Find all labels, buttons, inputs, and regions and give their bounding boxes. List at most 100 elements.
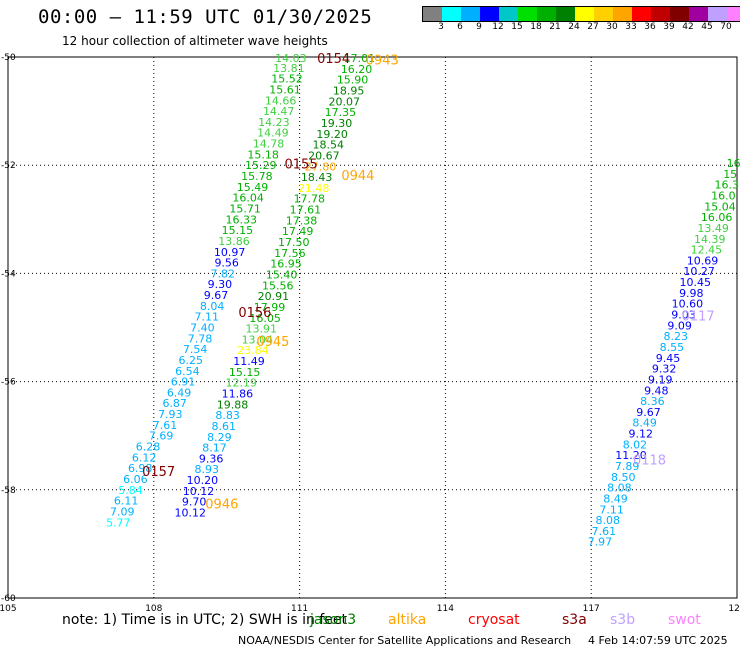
colorbar-tick-label: 18 bbox=[530, 22, 542, 32]
swh-value-label: 8.08 bbox=[607, 482, 632, 495]
swh-value-label: 21.48 bbox=[298, 182, 330, 195]
colorbar-swatch bbox=[518, 7, 537, 21]
x-tick-label: 108 bbox=[145, 604, 162, 614]
x-tick-label: 114 bbox=[437, 604, 454, 614]
pass-time-label: 0157 bbox=[142, 465, 175, 480]
swh-value-label: 17.35 bbox=[325, 106, 357, 119]
swh-value-label: 11.20 bbox=[615, 449, 647, 462]
swh-value-label: 15.52 bbox=[271, 73, 303, 86]
swh-value-label: 9.19 bbox=[648, 373, 673, 386]
swh-value-label: 16.3 bbox=[715, 179, 740, 192]
swh-value-label: 16.95 bbox=[270, 258, 302, 271]
legend-item-swot: swot bbox=[668, 612, 701, 628]
swh-value-label: 10.69 bbox=[687, 254, 719, 267]
colorbar-swatch bbox=[423, 7, 442, 21]
swh-value-label: 9.36 bbox=[199, 452, 224, 465]
swh-value-label: 7.11 bbox=[599, 503, 624, 516]
swh-value-label: 19.88 bbox=[217, 398, 249, 411]
colorbar-swatch bbox=[480, 7, 499, 21]
colorbar-tick-label: 36 bbox=[644, 22, 656, 32]
swh-value-label: 8.17 bbox=[202, 442, 227, 455]
swh-value-label: 17.38 bbox=[286, 214, 318, 227]
swh-value-label: 8.55 bbox=[660, 341, 685, 354]
swh-value-label: 7.09 bbox=[110, 505, 135, 518]
swh-value-label: 7.97 bbox=[588, 536, 613, 549]
swh-value-label: 17.99 bbox=[254, 301, 286, 314]
swh-value-label: 7.61 bbox=[153, 419, 178, 432]
swh-value-label: 12.45 bbox=[691, 244, 723, 257]
swh-value-label: 6.54 bbox=[175, 365, 200, 378]
legend-item-s3b: s3b bbox=[610, 612, 636, 628]
swh-value-label: 15.40 bbox=[266, 268, 298, 281]
swh-value-label: 13.49 bbox=[697, 222, 729, 235]
swh-value-label: 8.93 bbox=[195, 463, 220, 476]
swh-value-label: 17.78 bbox=[294, 193, 326, 206]
swh-value-label: 20.07 bbox=[329, 95, 361, 108]
swh-value-label: 10.60 bbox=[672, 298, 704, 311]
swh-value-label: 16.04 bbox=[232, 192, 264, 205]
swh-value-label: 11.86 bbox=[222, 388, 254, 401]
swh-value-label: 8.08 bbox=[595, 514, 620, 527]
swh-value-label: 16.06 bbox=[701, 211, 733, 224]
pass-time-label: 0155 bbox=[285, 158, 318, 173]
legend-item-cryosat: cryosat bbox=[468, 612, 520, 628]
swh-value-label: 8.61 bbox=[212, 420, 237, 433]
swh-value-label: 7.61 bbox=[592, 525, 617, 538]
swh-value-label: 9.70 bbox=[182, 496, 207, 509]
swh-value-label: 9.32 bbox=[652, 363, 677, 376]
swh-value-label: 8.49 bbox=[632, 417, 657, 430]
swh-value-label: 6.12 bbox=[132, 451, 157, 464]
swh-value-label: 6.11 bbox=[114, 495, 139, 508]
y-tick-label: -54 bbox=[1, 269, 16, 279]
swh-value-label: 5.84 bbox=[118, 484, 143, 497]
swh-value-label: 7.78 bbox=[188, 332, 213, 345]
swh-value-label: 9.48 bbox=[644, 384, 669, 397]
swh-value-label: 6.28 bbox=[136, 441, 161, 454]
y-tick-label: -56 bbox=[1, 378, 16, 388]
colorbar-tick-label: 15 bbox=[511, 22, 523, 32]
x-tick-label: 120 bbox=[728, 604, 740, 614]
swh-value-label: 19.30 bbox=[321, 117, 353, 130]
swh-value-label: 11.49 bbox=[233, 355, 265, 368]
colorbar-swatch bbox=[632, 7, 651, 21]
swh-value-label: 7.82 bbox=[211, 267, 236, 280]
swh-value-label: 15.56 bbox=[262, 279, 294, 292]
x-tick-label: 111 bbox=[291, 604, 308, 614]
pass-time-label: 0944 bbox=[341, 169, 374, 184]
swh-value-label: 10.12 bbox=[175, 507, 207, 520]
legend-item-jason3: jason3 bbox=[310, 612, 357, 628]
swh-value-label: 8.23 bbox=[664, 330, 689, 343]
colorbar-swatch bbox=[556, 7, 575, 21]
swh-value-label: 10.27 bbox=[683, 265, 715, 278]
swh-value-label: 19.20 bbox=[316, 128, 348, 141]
y-tick-label: -60 bbox=[1, 594, 16, 604]
swh-value-label: 7.89 bbox=[615, 460, 640, 473]
colorbar-swatch bbox=[613, 7, 632, 21]
colorbar-tick-label: 45 bbox=[701, 22, 713, 32]
colorbar-tick-label: 21 bbox=[549, 22, 561, 32]
swh-value-label: 15.61 bbox=[269, 83, 301, 96]
swh-value-label: 18.95 bbox=[333, 85, 365, 98]
swh-value-label: 8.29 bbox=[207, 431, 232, 444]
swh-value-label: 14.49 bbox=[257, 127, 289, 140]
colorbar-swatch bbox=[727, 7, 740, 21]
swh-value-label: 15.15 bbox=[229, 366, 261, 379]
swh-value-label: 9.30 bbox=[208, 278, 233, 291]
colorbar-swatch bbox=[575, 7, 594, 21]
legend-item-altika: altika bbox=[388, 612, 427, 628]
swh-value-label: 5.77 bbox=[106, 516, 131, 529]
y-tick-label: -50 bbox=[1, 53, 16, 63]
swh-value-label: 14.39 bbox=[694, 233, 726, 246]
swh-value-label: 8.36 bbox=[640, 395, 665, 408]
swh-value-label: 13.04 bbox=[242, 333, 274, 346]
x-tick-label: 117 bbox=[583, 604, 600, 614]
swh-value-label: 27.80 bbox=[305, 160, 337, 173]
chart-title: 00:00 – 11:59 UTC 01/30/2025 bbox=[38, 6, 373, 28]
swh-value-label: 17.50 bbox=[278, 236, 310, 249]
swh-value-label: 13.81 bbox=[273, 62, 305, 75]
colorbar-swatch bbox=[594, 7, 613, 21]
swh-value-label: 7.11 bbox=[195, 311, 220, 324]
colorbar-tick-label: 12 bbox=[492, 22, 504, 32]
